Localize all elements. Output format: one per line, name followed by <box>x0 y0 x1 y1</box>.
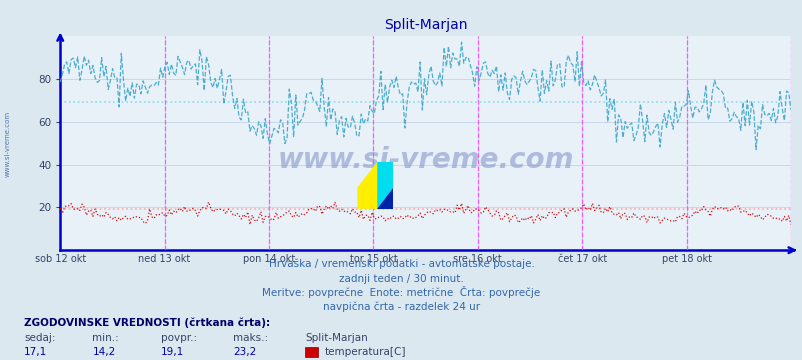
Text: sedaj:: sedaj: <box>24 333 55 343</box>
Text: Meritve: povprečne  Enote: metrične  Črta: povprečje: Meritve: povprečne Enote: metrične Črta:… <box>262 286 540 298</box>
Polygon shape <box>377 188 393 209</box>
Text: temperatura[C]: temperatura[C] <box>324 347 405 357</box>
Polygon shape <box>357 162 377 209</box>
Text: maks.:: maks.: <box>233 333 268 343</box>
Text: www.si-vreme.com: www.si-vreme.com <box>277 146 573 174</box>
Text: Split-Marjan: Split-Marjan <box>305 333 367 343</box>
Text: navpična črta - razdelek 24 ur: navpična črta - razdelek 24 ur <box>322 302 480 312</box>
Text: 14,2: 14,2 <box>92 347 115 357</box>
Text: min.:: min.: <box>92 333 119 343</box>
Text: www.si-vreme.com: www.si-vreme.com <box>5 111 11 177</box>
Text: zadnji teden / 30 minut.: zadnji teden / 30 minut. <box>338 274 464 284</box>
Title: Split-Marjan: Split-Marjan <box>383 18 467 32</box>
Text: ZGODOVINSKE VREDNOSTI (črtkana črta):: ZGODOVINSKE VREDNOSTI (črtkana črta): <box>24 317 270 328</box>
Text: Hrvaška / vremenski podatki - avtomatske postaje.: Hrvaška / vremenski podatki - avtomatske… <box>268 258 534 269</box>
Text: povpr.:: povpr.: <box>160 333 196 343</box>
Text: 23,2: 23,2 <box>233 347 256 357</box>
Text: 17,1: 17,1 <box>24 347 47 357</box>
Text: 19,1: 19,1 <box>160 347 184 357</box>
Polygon shape <box>377 162 393 209</box>
